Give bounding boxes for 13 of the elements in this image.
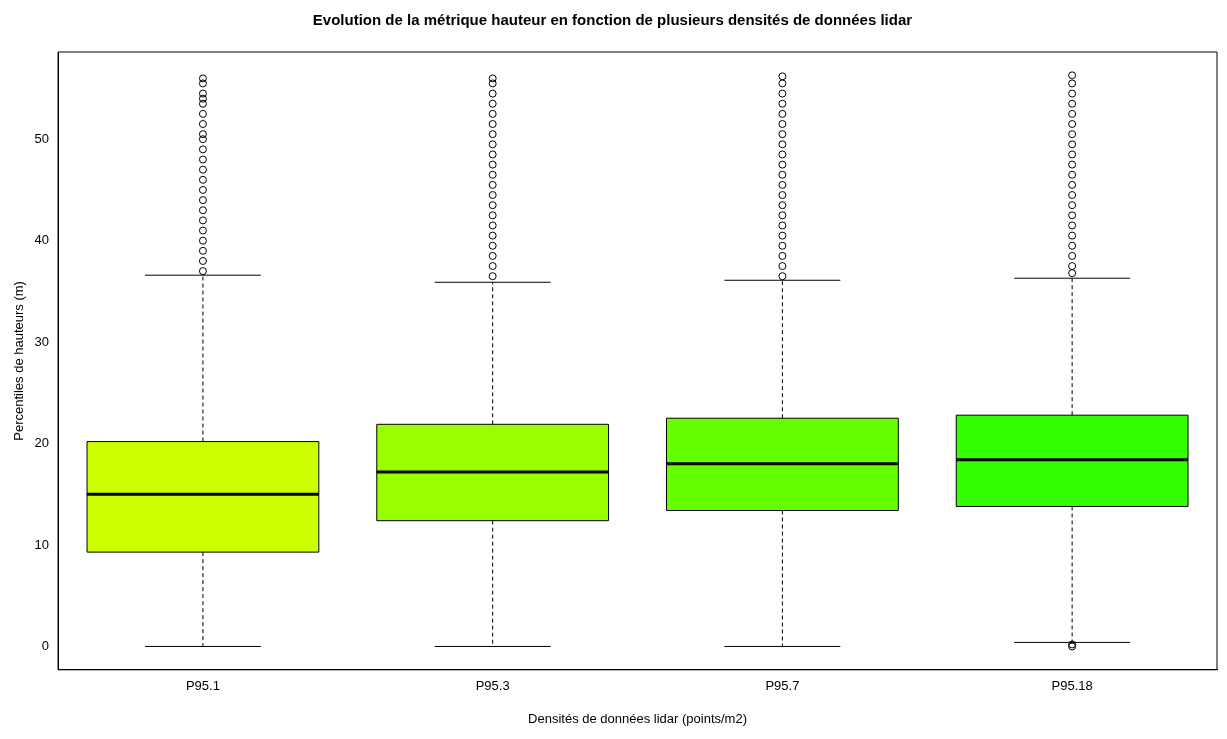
x-tick-label: P95.7 xyxy=(765,678,800,694)
x-tick-label: P95.1 xyxy=(185,678,220,694)
y-axis-title: Percentiles de hauteurs (m) xyxy=(11,281,27,441)
y-tick-label: 10 xyxy=(34,536,50,552)
y-tick-label: 50 xyxy=(34,130,50,146)
x-tick-label: P95.3 xyxy=(475,678,510,694)
x-tick-label: P95.18 xyxy=(1051,678,1093,694)
y-tick-label: 20 xyxy=(34,435,50,451)
x-axis-title: Densités de données lidar (points/m2) xyxy=(528,710,748,726)
y-tick-label: 30 xyxy=(34,333,50,349)
y-tick-label: 40 xyxy=(34,232,50,248)
y-tick-label: 0 xyxy=(41,638,50,654)
chart-title: Evolution de la métrique hauteur en fonction de plusieurs densités de données lidar xyxy=(312,11,913,29)
